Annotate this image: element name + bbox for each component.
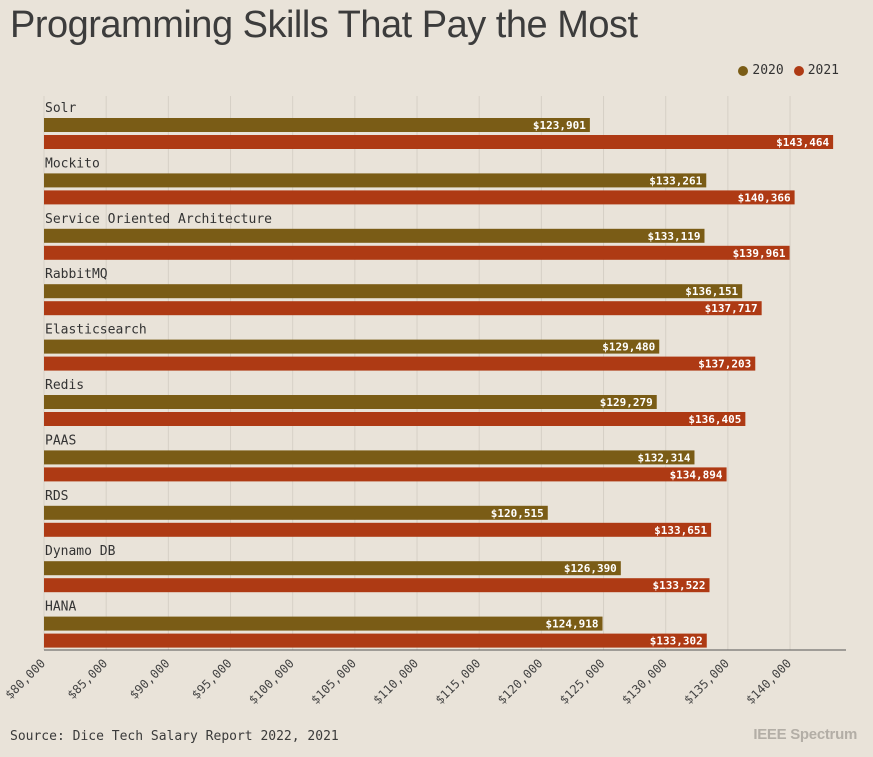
- category-label: Dynamo DB: [45, 544, 116, 559]
- x-tick-label: $135,000: [681, 656, 732, 707]
- bar-value-label: $133,522: [653, 579, 706, 592]
- bar-2021: [44, 467, 727, 482]
- bar-2021: [44, 301, 762, 316]
- legend-swatch-2020: [738, 65, 749, 76]
- bar-value-label: $120,515: [491, 507, 544, 520]
- bar-2021: [44, 578, 710, 593]
- bar-2020: [44, 228, 705, 243]
- x-tick-label: $85,000: [65, 656, 111, 702]
- bar-2021: [44, 135, 834, 149]
- bar-2020: [44, 118, 590, 132]
- bar-2021: [44, 522, 712, 537]
- x-tick-label: $90,000: [127, 656, 173, 702]
- bar-2020: [44, 616, 603, 631]
- bar-value-label: $133,261: [649, 174, 702, 187]
- bar-value-label: $137,203: [698, 358, 751, 371]
- bar-value-label: $139,961: [733, 247, 786, 260]
- bar-value-label: $134,894: [670, 468, 723, 481]
- bar-value-label: $126,390: [564, 562, 617, 575]
- bar-2020: [44, 173, 707, 188]
- source-note: Source: Dice Tech Salary Report 2022, 20…: [10, 729, 339, 744]
- bar-2020: [44, 450, 695, 465]
- category-label: Mockito: [45, 156, 100, 171]
- category-label: Redis: [45, 378, 84, 393]
- bar-2021: [44, 245, 790, 260]
- bar-value-label: $123,901: [533, 119, 586, 132]
- x-tick-label: $100,000: [246, 656, 297, 707]
- category-label: Elasticsearch: [45, 323, 147, 338]
- bar-2020: [44, 505, 548, 520]
- x-tick-label: $110,000: [370, 656, 421, 707]
- legend-label-2020: 2020: [752, 63, 784, 78]
- bar-value-label: $136,405: [688, 413, 741, 426]
- bar-value-label: $140,366: [738, 191, 791, 204]
- bar-value-label: $129,480: [602, 341, 655, 354]
- bar-2020: [44, 339, 660, 354]
- legend: 2020 2021: [738, 63, 839, 78]
- legend-item-2021: 2021: [793, 63, 839, 78]
- bar-value-label: $133,302: [650, 635, 703, 648]
- category-label: Service Oriented Architecture: [45, 212, 272, 227]
- category-label: RDS: [45, 489, 68, 504]
- bar-2021: [44, 356, 756, 371]
- bar-value-label: $136,151: [685, 285, 738, 298]
- x-tick-label: $130,000: [619, 656, 670, 707]
- x-tick-label: $125,000: [557, 656, 608, 707]
- bar-value-label: $132,314: [637, 451, 690, 464]
- category-label: Solr: [45, 101, 76, 116]
- x-tick-label: $95,000: [189, 656, 235, 702]
- category-label: RabbitMQ: [45, 267, 108, 282]
- x-tick-label: $115,000: [433, 656, 484, 707]
- bar-2021: [44, 412, 746, 426]
- x-tick-label: $140,000: [743, 656, 794, 707]
- bar-2020: [44, 561, 621, 576]
- bar-2021: [44, 633, 707, 648]
- legend-item-2020: 2020: [738, 63, 784, 78]
- bar-value-label: $143,464: [776, 136, 829, 149]
- bar-value-label: $129,279: [600, 396, 653, 409]
- x-tick-label: $105,000: [308, 656, 359, 707]
- category-label: HANA: [45, 600, 76, 615]
- bar-2020: [44, 395, 657, 409]
- category-label: PAAS: [45, 433, 76, 448]
- x-tick-label: $80,000: [2, 656, 48, 702]
- legend-label-2021: 2021: [807, 63, 839, 78]
- chart-title: Programming Skills That Pay the Most: [10, 4, 638, 46]
- x-tick-label: $120,000: [495, 656, 546, 707]
- bar-2021: [44, 190, 795, 205]
- bar-value-label: $133,651: [654, 524, 707, 537]
- bar-value-label: $133,119: [648, 230, 701, 243]
- publisher-logo: IEEE Spectrum: [753, 726, 857, 743]
- bar-value-label: $137,717: [705, 302, 758, 315]
- bar-value-label: $124,918: [546, 618, 599, 631]
- bar-2020: [44, 284, 743, 299]
- legend-swatch-2021: [793, 65, 804, 76]
